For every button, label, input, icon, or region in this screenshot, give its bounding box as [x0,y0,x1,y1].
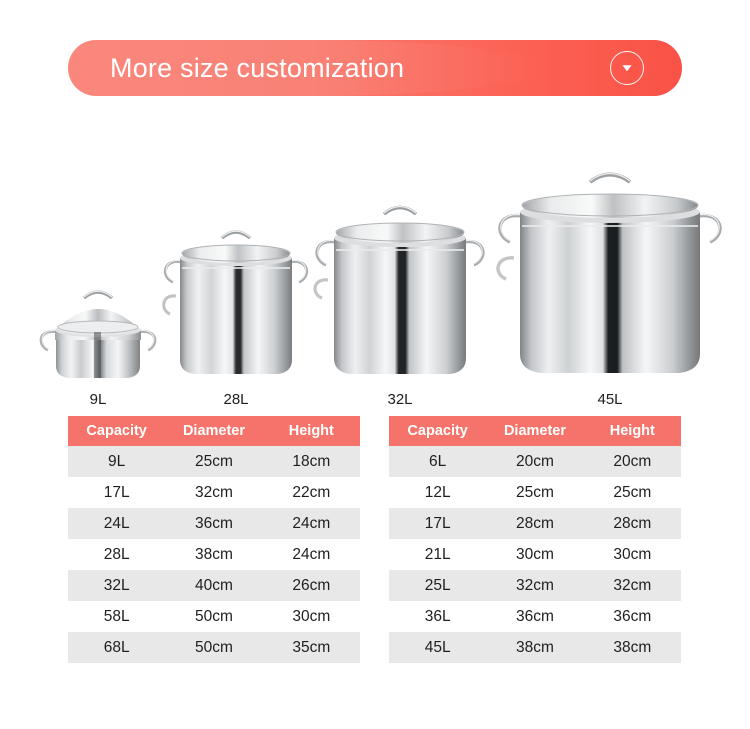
cell-height: 18cm [262,446,360,477]
cell-capacity: 12L [389,477,487,508]
cell-diameter: 30cm [486,539,584,570]
banner-title: More size customization [110,52,405,83]
cell-height: 28cm [583,508,681,539]
more-size-customization-banner[interactable]: More size customization [68,40,682,96]
product-lineup: 9L [0,120,750,408]
product-label-45l: 45L [597,391,623,408]
cell-height: 38cm [583,632,681,663]
table-row: 36L 36cm 36cm [389,601,681,632]
table-header-row: Capacity Diameter Height [68,416,360,446]
product-pot-45l: 45L [490,154,730,408]
table-row: 32L 40cm 26cm [68,570,360,601]
column-header-height: Height [262,416,360,446]
product-label-28l: 28L [223,391,249,408]
cell-capacity: 24L [68,508,166,539]
cell-height: 35cm [262,632,360,663]
product-pot-32l: 32L [310,188,490,408]
table-row: 17L 28cm 28cm [389,508,681,539]
table-row: 6L 20cm 20cm [389,446,681,477]
table-row: 58L 50cm 30cm [68,601,360,632]
table-row: 24L 36cm 24cm [68,508,360,539]
table-row: 45L 38cm 38cm [389,632,681,663]
cell-diameter: 50cm [165,601,263,632]
cell-height: 24cm [262,539,360,570]
cell-height: 24cm [262,508,360,539]
cell-diameter: 36cm [486,601,584,632]
cell-diameter: 28cm [486,508,584,539]
cell-capacity: 9L [68,446,166,477]
chevron-down-icon[interactable] [610,51,644,85]
cell-height: 30cm [262,601,360,632]
cell-diameter: 20cm [486,446,584,477]
cell-capacity: 25L [389,570,487,601]
cell-height: 26cm [262,570,360,601]
cell-diameter: 38cm [486,632,584,663]
table-header-row: Capacity Diameter Height [389,416,681,446]
product-label-32l: 32L [387,391,413,408]
cell-capacity: 68L [68,632,166,663]
cell-capacity: 28L [68,539,166,570]
cell-capacity: 17L [68,477,166,508]
table-row: 25L 32cm 32cm [389,570,681,601]
table-row: 28L 38cm 24cm [68,539,360,570]
product-pot-9l: 9L [18,270,178,408]
cell-capacity: 58L [68,601,166,632]
table-row: 21L 30cm 30cm [389,539,681,570]
cell-capacity: 17L [389,508,487,539]
cell-height: 32cm [583,570,681,601]
cell-diameter: 32cm [165,477,263,508]
cell-height: 22cm [262,477,360,508]
cell-capacity: 6L [389,446,487,477]
size-table-left: Capacity Diameter Height 9L 25cm 18cm 17… [68,416,360,663]
cell-capacity: 45L [389,632,487,663]
cell-height: 36cm [583,601,681,632]
product-label-9l: 9L [89,391,107,408]
cell-capacity: 21L [389,539,487,570]
cell-diameter: 40cm [165,570,263,601]
table-row: 9L 25cm 18cm [68,446,360,477]
cell-diameter: 36cm [165,508,263,539]
column-header-height: Height [583,416,681,446]
table-row: 68L 50cm 35cm [68,632,360,663]
table-row: 12L 25cm 25cm [389,477,681,508]
column-header-diameter: Diameter [165,416,263,446]
cell-diameter: 50cm [165,632,263,663]
product-pot-28l: 28L [160,214,312,408]
cell-diameter: 38cm [165,539,263,570]
cell-diameter: 25cm [165,446,263,477]
size-table-right: Capacity Diameter Height 6L 20cm 20cm 12… [389,416,681,663]
column-header-diameter: Diameter [486,416,584,446]
cell-height: 20cm [583,446,681,477]
cell-capacity: 32L [68,570,166,601]
column-header-capacity: Capacity [68,416,166,446]
cell-capacity: 36L [389,601,487,632]
cell-diameter: 32cm [486,570,584,601]
cell-diameter: 25cm [486,477,584,508]
table-row: 17L 32cm 22cm [68,477,360,508]
cell-height: 25cm [583,477,681,508]
cell-height: 30cm [583,539,681,570]
column-header-capacity: Capacity [389,416,487,446]
